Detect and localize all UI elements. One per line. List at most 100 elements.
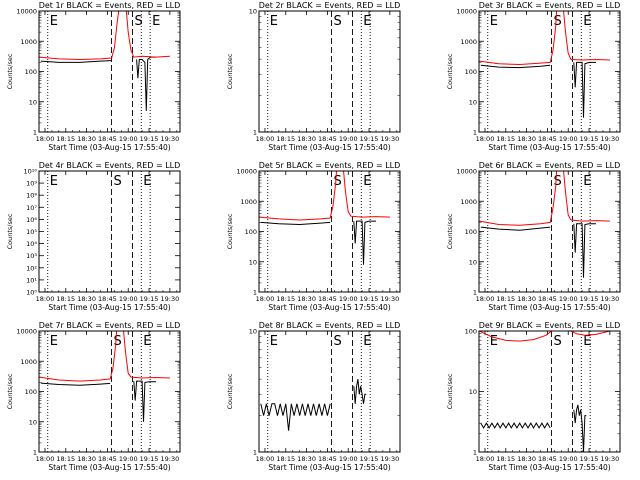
x-tick-label: 19:30 — [601, 295, 620, 303]
series-events-line — [260, 403, 331, 431]
event-marker-label: E — [363, 334, 371, 349]
series-lld-line — [479, 11, 610, 66]
x-tick-label: 19:00 — [339, 295, 358, 303]
x-axis-label: Start Time (03-Aug-15 17:55:40) — [268, 303, 390, 312]
plot-frame — [38, 330, 181, 453]
panel-5: Det 5r BLACK = Events, RED = LLD Counts/s… — [226, 161, 401, 312]
event-marker-label: E — [490, 334, 498, 349]
y-tick-label: 10 — [469, 388, 477, 396]
event-marker-label: E — [143, 334, 151, 349]
panel-8: Det 8r BLACK = Events, RED = LLD Counts/s… — [226, 321, 401, 472]
panel-6: Det 6r BLACK = Events, RED = LLD Counts/s… — [446, 161, 621, 312]
x-tick-label: 18:30 — [77, 455, 96, 463]
y-tick-label: 10 — [29, 98, 37, 106]
x-tick-label: 19:00 — [119, 455, 138, 463]
series-events-line — [480, 64, 551, 69]
series-lld-line — [479, 171, 610, 226]
panel-title: Det 6r BLACK = Events, RED = LLD — [479, 161, 621, 170]
x-tick-label: 19:00 — [559, 455, 578, 463]
event-marker-label: E — [583, 174, 591, 189]
y-tick-label: 1000 — [460, 38, 477, 46]
event-marker-label: E — [363, 174, 371, 189]
y-tick-label: 10⁹ — [26, 180, 37, 188]
panel-9: Det 9r BLACK = Events, RED = LLD Counts/s… — [446, 321, 621, 472]
y-tick-label: 10⁰ — [26, 289, 37, 297]
x-tick-label: 18:15 — [56, 135, 75, 143]
y-tick-label: 1 — [473, 289, 477, 297]
x-tick-label: 19:30 — [161, 135, 180, 143]
series-events-line — [573, 404, 587, 452]
y-tick-label: 10 — [249, 258, 257, 266]
x-tick-label: 18:00 — [36, 135, 55, 143]
y-tick-label: 10¹ — [26, 276, 37, 284]
y-tick-label: 10000 — [456, 8, 477, 16]
panel-3: Det 3r BLACK = Events, RED = LLD Counts/s… — [446, 1, 621, 152]
x-tick-label: 18:15 — [276, 455, 295, 463]
x-tick-label: 18:45 — [318, 455, 337, 463]
series-events-line — [573, 61, 596, 118]
y-axis-label: Counts/sec — [226, 213, 234, 249]
x-tick-label: 18:00 — [476, 135, 495, 143]
plot-frame — [258, 10, 401, 133]
event-marker-label: S — [135, 14, 143, 29]
x-tick-label: 18:00 — [476, 295, 495, 303]
x-tick-label: 18:30 — [297, 455, 316, 463]
plot-frame — [478, 330, 621, 453]
x-tick-label: 18:30 — [517, 455, 536, 463]
plot-frame — [478, 170, 621, 293]
x-tick-label: 18:00 — [36, 295, 55, 303]
event-marker-label: E — [50, 334, 58, 349]
x-tick-label: 19:15 — [580, 295, 599, 303]
y-tick-label: 100 — [465, 328, 477, 336]
y-tick-label: 1000 — [460, 198, 477, 206]
y-axis-label: Counts/sec — [226, 53, 234, 89]
event-marker-label: E — [490, 14, 498, 29]
x-tick-label: 18:45 — [538, 455, 557, 463]
x-tick-label: 19:00 — [559, 135, 578, 143]
x-tick-label: 18:15 — [496, 295, 515, 303]
series-lld-line — [259, 171, 390, 221]
y-tick-label: 1 — [33, 129, 37, 137]
x-tick-label: 19:30 — [601, 135, 620, 143]
x-tick-label: 18:00 — [256, 135, 275, 143]
x-axis-label: Start Time (03-Aug-15 17:55:40) — [48, 303, 170, 312]
event-marker-label: S — [333, 174, 341, 189]
x-tick-label: 19:15 — [140, 135, 159, 143]
panel-title: Det 4r BLACK = Events, RED = LLD — [39, 161, 181, 170]
x-axis-label: Start Time (03-Aug-15 17:55:40) — [488, 143, 610, 152]
y-tick-label: 1000 — [20, 38, 37, 46]
series-lld-line — [39, 11, 170, 61]
y-tick-label: 10000 — [16, 328, 37, 336]
y-axis-label: Counts/sec — [446, 53, 454, 89]
event-marker-label: E — [270, 334, 278, 349]
y-axis-label: Counts/sec — [226, 373, 234, 409]
panel-title: Det 5r BLACK = Events, RED = LLD — [259, 161, 401, 170]
x-tick-label: 18:45 — [538, 295, 557, 303]
y-tick-label: 10 — [469, 258, 477, 266]
y-tick-label: 10000 — [236, 168, 257, 176]
y-tick-label: 1 — [253, 289, 257, 297]
y-tick-label: 100 — [25, 388, 37, 396]
x-tick-label: 18:15 — [496, 135, 515, 143]
y-tick-label: 100 — [465, 228, 477, 236]
y-tick-label: 1000 — [240, 198, 257, 206]
x-tick-label: 18:45 — [98, 295, 117, 303]
x-tick-label: 19:30 — [381, 135, 400, 143]
x-tick-label: 18:15 — [276, 135, 295, 143]
x-tick-label: 18:45 — [318, 295, 337, 303]
x-tick-label: 19:15 — [580, 455, 599, 463]
series-events-line — [353, 220, 376, 265]
event-marker-label: S — [553, 14, 561, 29]
y-tick-label: 10 — [249, 8, 257, 16]
y-tick-label: 1 — [253, 129, 257, 137]
x-axis-label: Start Time (03-Aug-15 17:55:40) — [268, 463, 390, 472]
panel-title: Det 1r BLACK = Events, RED = LLD — [39, 1, 181, 10]
plot-frame — [38, 10, 181, 133]
event-marker-label: E — [50, 14, 58, 29]
x-tick-label: 19:15 — [140, 455, 159, 463]
x-tick-label: 18:45 — [318, 135, 337, 143]
y-tick-label: 10⁵ — [26, 228, 37, 236]
x-axis-label: Start Time (03-Aug-15 17:55:40) — [488, 463, 610, 472]
y-tick-label: 1000 — [20, 358, 37, 366]
